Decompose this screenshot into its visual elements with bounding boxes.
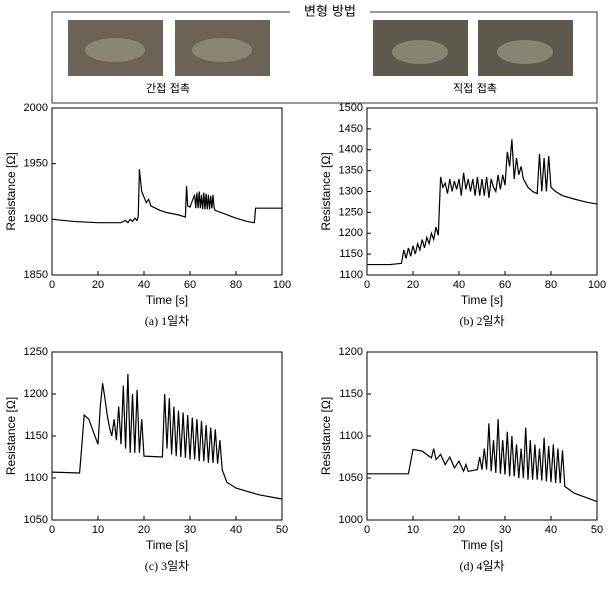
photos: [68, 20, 573, 76]
caption: (a) 1일차: [145, 314, 189, 328]
y-tick-label: 1300: [339, 185, 363, 197]
data-line: [51, 373, 283, 500]
x-tick-label: 0: [49, 279, 55, 291]
x-tick-label: 20: [407, 279, 419, 291]
photo-detail: [392, 40, 448, 64]
plot-frame: [51, 107, 283, 276]
y-tick-label: 1000: [339, 514, 363, 526]
x-tick-label: 0: [49, 524, 55, 536]
x-axis-label: Time [s]: [461, 538, 503, 552]
y-tick-label: 1200: [339, 227, 363, 239]
caption: (d) 4일차: [459, 559, 504, 573]
y-tick-label: 1050: [24, 514, 48, 526]
x-tick-label: 40: [138, 279, 150, 291]
x-tick-label: 30: [184, 524, 196, 536]
x-tick-label: 10: [92, 524, 104, 536]
x-tick-label: 100: [273, 279, 291, 291]
x-axis-label: Time [s]: [146, 293, 188, 307]
y-tick-label: 1450: [339, 123, 363, 135]
y-tick-label: 1100: [339, 430, 363, 442]
y-axis-label: Resistance [Ω]: [4, 397, 18, 475]
x-tick-label: 0: [364, 524, 370, 536]
y-tick-label: 1850: [24, 269, 48, 281]
y-tick-label: 1250: [24, 346, 48, 358]
y-tick-label: 1400: [339, 144, 363, 156]
y-tick-label: 1950: [24, 158, 48, 170]
y-tick-label: 1250: [339, 206, 363, 218]
x-tick-label: 40: [545, 524, 557, 536]
y-tick-label: 1200: [24, 388, 48, 400]
x-tick-label: 60: [499, 279, 511, 291]
photo-detail: [497, 40, 553, 64]
y-tick-label: 1150: [24, 430, 48, 442]
x-tick-label: 80: [545, 279, 557, 291]
caption: (b) 2일차: [459, 314, 504, 328]
y-tick-label: 1500: [339, 102, 363, 114]
x-axis-label: Time [s]: [146, 538, 188, 552]
photo-label: 직접 접촉: [453, 82, 497, 95]
x-tick-label: 30: [499, 524, 511, 536]
x-tick-label: 0: [364, 279, 370, 291]
y-axis-label: Resistance [Ω]: [319, 397, 333, 475]
y-tick-label: 2000: [24, 102, 48, 114]
x-tick-label: 40: [453, 279, 465, 291]
photo-label: 간접 접촉: [146, 82, 190, 95]
x-tick-label: 50: [276, 524, 288, 536]
data-line: [367, 139, 598, 266]
x-tick-label: 40: [230, 524, 242, 536]
photo-detail: [192, 38, 252, 62]
y-tick-label: 1350: [339, 165, 363, 177]
y-axis-label: Resistance [Ω]: [4, 152, 18, 230]
x-tick-label: 10: [407, 524, 419, 536]
data-line: [367, 419, 598, 503]
x-tick-label: 20: [92, 279, 104, 291]
caption: (c) 3일차: [145, 559, 189, 573]
header-title: 변형 방법: [304, 5, 356, 20]
y-tick-label: 1100: [24, 472, 48, 484]
y-tick-label: 1150: [339, 248, 363, 260]
data-line: [51, 169, 282, 224]
x-axis-label: Time [s]: [461, 293, 503, 307]
plot-frame: [366, 351, 598, 521]
plot-frame: [366, 107, 598, 276]
y-tick-label: 1900: [24, 213, 48, 225]
title-backdrop: [290, 4, 370, 20]
y-tick-label: 1050: [339, 472, 363, 484]
x-tick-label: 20: [453, 524, 465, 536]
photo-detail: [85, 38, 145, 62]
x-tick-label: 80: [230, 279, 242, 291]
x-tick-label: 50: [591, 524, 603, 536]
x-tick-label: 20: [138, 524, 150, 536]
y-tick-label: 1150: [339, 388, 363, 400]
x-tick-label: 60: [184, 279, 196, 291]
y-tick-label: 1200: [339, 346, 363, 358]
y-tick-label: 1100: [339, 269, 363, 281]
x-tick-label: 100: [588, 279, 606, 291]
y-axis-label: Resistance [Ω]: [319, 152, 333, 230]
